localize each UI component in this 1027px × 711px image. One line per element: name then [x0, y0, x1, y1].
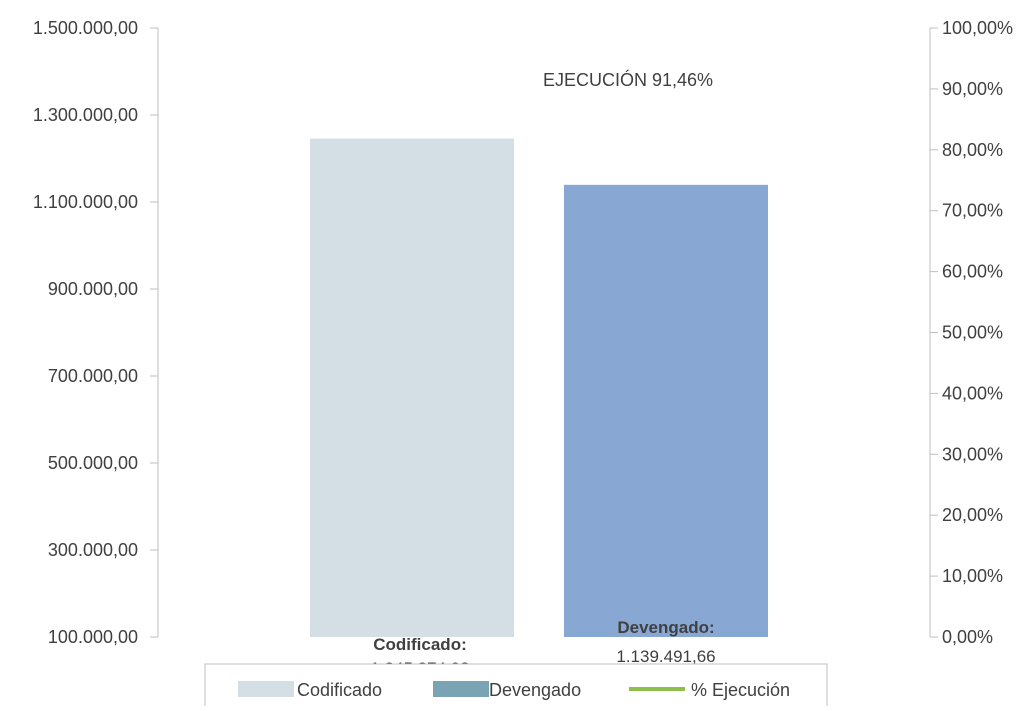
- y-axis-tick-label: 1.100.000,00: [33, 192, 138, 212]
- y2-axis-tick-label: 100,00%: [942, 18, 1013, 38]
- y2-axis-tick-label: 20,00%: [942, 505, 1003, 525]
- legend-marker-box: [433, 681, 489, 697]
- y-axis-tick-label: 1.300.000,00: [33, 105, 138, 125]
- y2-axis-tick-label: 80,00%: [942, 140, 1003, 160]
- y2-axis-tick-label: 10,00%: [942, 566, 1003, 586]
- legend-label: Codificado: [297, 680, 382, 700]
- y-axis-tick-label: 1.500.000,00: [33, 18, 138, 38]
- data-label-name: Devengado:: [617, 618, 714, 637]
- y2-axis-tick-label: 40,00%: [942, 383, 1003, 403]
- data-label-value: 1.139.491,66: [616, 647, 715, 666]
- legend-label: % Ejecución: [691, 680, 790, 700]
- y2-axis-tick-label: 70,00%: [942, 201, 1003, 221]
- execution-annotation: EJECUCIÓN 91,46%: [543, 69, 713, 90]
- y-axis-tick-label: 500.000,00: [48, 453, 138, 473]
- y2-axis-tick-label: 90,00%: [942, 79, 1003, 99]
- y-axis-tick-label: 100.000,00: [48, 627, 138, 647]
- y2-axis-tick-label: 30,00%: [942, 444, 1003, 464]
- y-axis-tick-label: 300.000,00: [48, 540, 138, 560]
- data-label-name: Codificado:: [373, 635, 467, 654]
- bar-codificado: [310, 139, 514, 637]
- legend-label: Devengado: [489, 680, 581, 700]
- y-axis-tick-label: 900.000,00: [48, 279, 138, 299]
- bar-devengado: [564, 185, 768, 637]
- y2-axis-tick-label: 60,00%: [942, 262, 1003, 282]
- legend-marker-box: [238, 681, 294, 697]
- y2-axis-tick-label: 0,00%: [942, 627, 993, 647]
- y2-axis-tick-label: 50,00%: [942, 323, 1003, 343]
- y-axis-tick-label: 700.000,00: [48, 366, 138, 386]
